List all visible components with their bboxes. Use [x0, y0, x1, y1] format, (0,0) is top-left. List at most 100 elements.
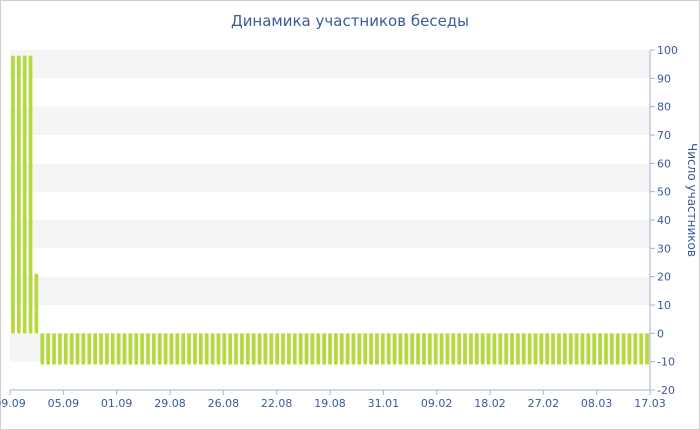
bar: [116, 333, 121, 365]
bar: [610, 333, 614, 365]
bar: [527, 333, 532, 365]
grid-band: [10, 135, 650, 164]
y-tick-label: 10: [657, 299, 671, 312]
bar: [157, 333, 162, 365]
bar: [445, 333, 450, 365]
bar: [240, 333, 244, 365]
bar: [263, 333, 268, 365]
bar: [510, 333, 514, 365]
y-tick-label: 40: [657, 214, 671, 227]
bar: [633, 333, 638, 365]
bar: [645, 333, 649, 365]
x-tick-label: 05.09: [48, 397, 80, 410]
bar: [40, 333, 45, 365]
bars-group: [11, 55, 649, 365]
bar: [416, 333, 420, 365]
bar: [216, 333, 221, 365]
bar: [204, 333, 209, 365]
bar: [480, 333, 485, 365]
bar: [363, 333, 368, 365]
x-tick-labels: 09.09 05.09 01.09 29.08 26.08 22.08 19.08 31.01…: [0, 397, 666, 410]
grid-band: [10, 50, 650, 79]
bar: [516, 333, 520, 365]
grid-band: [10, 248, 650, 277]
bar: [281, 333, 285, 365]
bar: [275, 333, 279, 365]
bar: [580, 333, 585, 365]
x-tick-label: 09.09: [0, 397, 26, 410]
bar: [498, 333, 503, 365]
x-tick-label: 09.02: [421, 397, 453, 410]
grid-band: [10, 78, 650, 107]
bar: [52, 333, 56, 365]
bar: [351, 333, 356, 365]
x-tick-label: 31.01: [368, 397, 400, 410]
bar: [134, 333, 139, 365]
bar: [34, 273, 39, 334]
bar: [257, 333, 262, 365]
bar: [81, 333, 86, 365]
bar: [228, 333, 232, 365]
bar: [621, 333, 626, 365]
bar: [140, 333, 144, 365]
bar: [339, 333, 344, 365]
x-tick-label: 29.08: [154, 397, 186, 410]
grid-bands: [10, 50, 650, 390]
bar: [328, 333, 332, 365]
y-tick-labels: -20 -10 0 10 20 30 40 50 60 70 80 90 100: [657, 44, 678, 397]
y-tick-label: 50: [657, 186, 671, 199]
y-tick-label: 20: [657, 271, 671, 284]
grid-band: [10, 220, 650, 249]
bar: [310, 333, 315, 365]
bar: [357, 333, 362, 365]
bar: [69, 333, 74, 365]
bar: [457, 333, 461, 365]
bar: [251, 333, 256, 365]
bar: [604, 333, 608, 365]
bar: [422, 333, 426, 365]
y-tick-label: 90: [657, 72, 671, 85]
x-tick-label: 22.08: [261, 397, 293, 410]
bar: [474, 333, 479, 365]
bar: [304, 333, 309, 365]
bar: [187, 333, 191, 365]
x-tick-label: 27.02: [528, 397, 560, 410]
grid-band: [10, 191, 650, 220]
bar: [163, 333, 168, 365]
x-tick-label: 01.09: [101, 397, 133, 410]
grid-band: [10, 361, 650, 390]
bar: [334, 333, 338, 365]
bar: [152, 333, 156, 365]
bar: [568, 333, 573, 365]
bar: [586, 333, 591, 365]
bar: [504, 333, 508, 365]
grid-band: [10, 106, 650, 135]
y-tick-label: 0: [657, 327, 664, 340]
bar: [99, 333, 103, 365]
bar: [386, 333, 391, 365]
bar: [557, 333, 561, 365]
bar: [298, 333, 303, 365]
bar: [439, 333, 444, 365]
x-tick-label: 08.03: [581, 397, 613, 410]
bar: [345, 333, 350, 365]
bar: [105, 333, 109, 365]
bar: [63, 333, 68, 365]
bar: [551, 333, 555, 365]
y-axis-label: Число участников: [685, 143, 699, 257]
grid-band: [10, 305, 650, 334]
y-tick-label: 30: [657, 242, 671, 255]
bar: [222, 333, 227, 365]
axes-group: [9, 49, 655, 395]
bar: [110, 333, 115, 365]
bar: [58, 333, 62, 365]
x-tick-label: 19.08: [314, 397, 346, 410]
grid-band: [10, 163, 650, 192]
bar: [639, 333, 644, 365]
bar: [369, 333, 373, 365]
bar: [381, 333, 385, 365]
y-tick-label: 70: [657, 129, 671, 142]
chart-title: Динамика участников беседы: [230, 12, 470, 30]
bar: [469, 333, 473, 365]
